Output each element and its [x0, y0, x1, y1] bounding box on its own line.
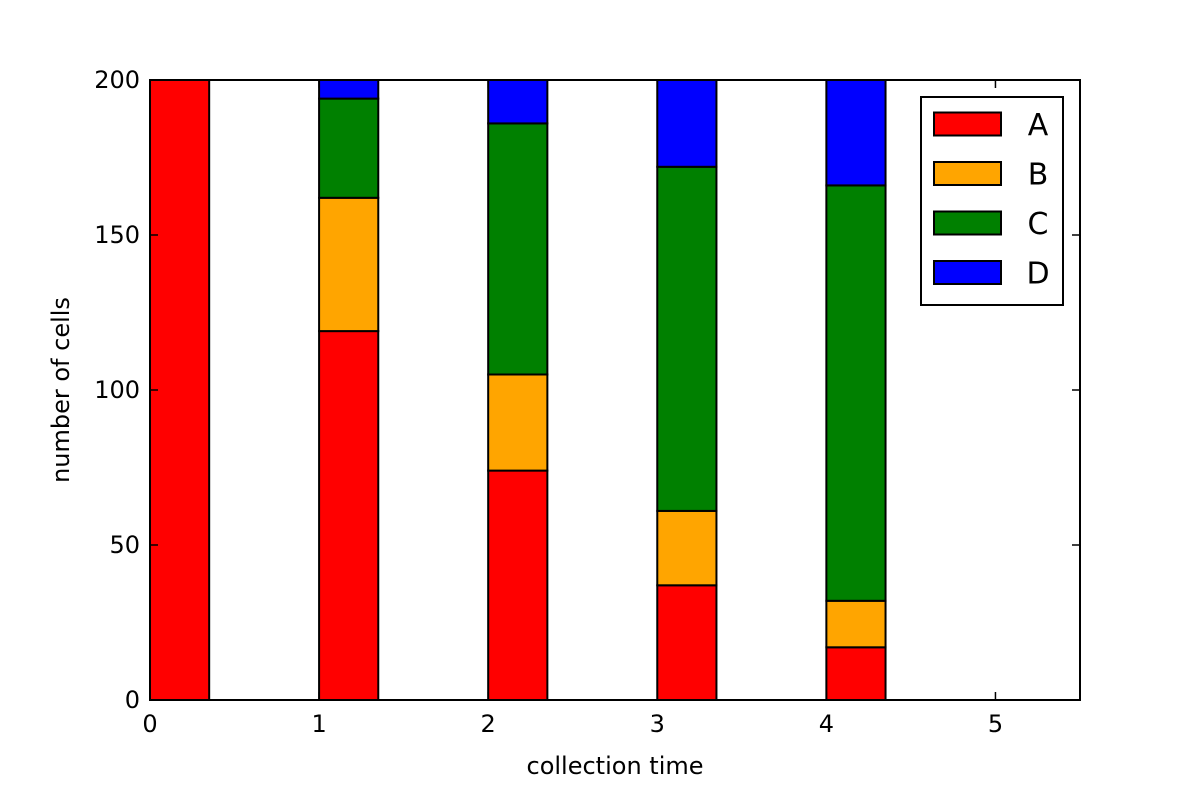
bar-D-2 — [487, 79, 549, 125]
bar-C-1 — [318, 97, 380, 199]
y-axis-label: number of cells — [47, 297, 75, 483]
x-tick-label: 2 — [481, 710, 496, 738]
bar-D-3 — [656, 79, 718, 168]
y-axis: 0 50 100 150 200 — [94, 66, 1080, 714]
x-tick-label: 4 — [819, 710, 834, 738]
bar-A-3 — [656, 584, 718, 701]
bar-D-4 — [825, 79, 887, 187]
legend-label-A: A — [1028, 108, 1049, 143]
legend-label-D: D — [1026, 257, 1049, 292]
y-tick-label: 100 — [94, 376, 140, 404]
bar-B-4 — [825, 599, 887, 649]
bar-B-1 — [318, 196, 380, 333]
legend-swatch-C — [933, 210, 1002, 236]
bar-C-2 — [487, 122, 549, 376]
bar-B-3 — [656, 509, 718, 587]
legend-swatch-B — [933, 161, 1002, 186]
legend-swatch-D — [933, 260, 1002, 285]
legend-label-C: C — [1028, 207, 1049, 242]
bar-A-2 — [487, 469, 549, 701]
bar-A-4 — [825, 646, 887, 701]
x-tick-label: 0 — [142, 710, 157, 738]
x-axis-label: collection time — [527, 752, 704, 780]
bar-C-3 — [656, 165, 718, 512]
bar-A-0 — [149, 79, 211, 701]
x-tick-label: 1 — [311, 710, 326, 738]
y-tick-label: 150 — [94, 221, 140, 249]
bar-B-2 — [487, 373, 549, 472]
x-axis: 0 1 2 3 4 5 — [142, 80, 1003, 738]
x-tick-label: 3 — [650, 710, 665, 738]
y-tick-label: 200 — [94, 66, 140, 94]
bars-layer — [149, 79, 887, 701]
y-tick-label: 50 — [109, 531, 140, 559]
legend-swatch-A — [933, 111, 1002, 137]
y-tick-label: 0 — [125, 686, 140, 714]
x-tick-label: 5 — [988, 710, 1003, 738]
legend-label-B: B — [1028, 158, 1049, 193]
bar-C-4 — [825, 184, 887, 602]
bar-A-1 — [318, 330, 380, 701]
bar-D-1 — [318, 79, 380, 100]
